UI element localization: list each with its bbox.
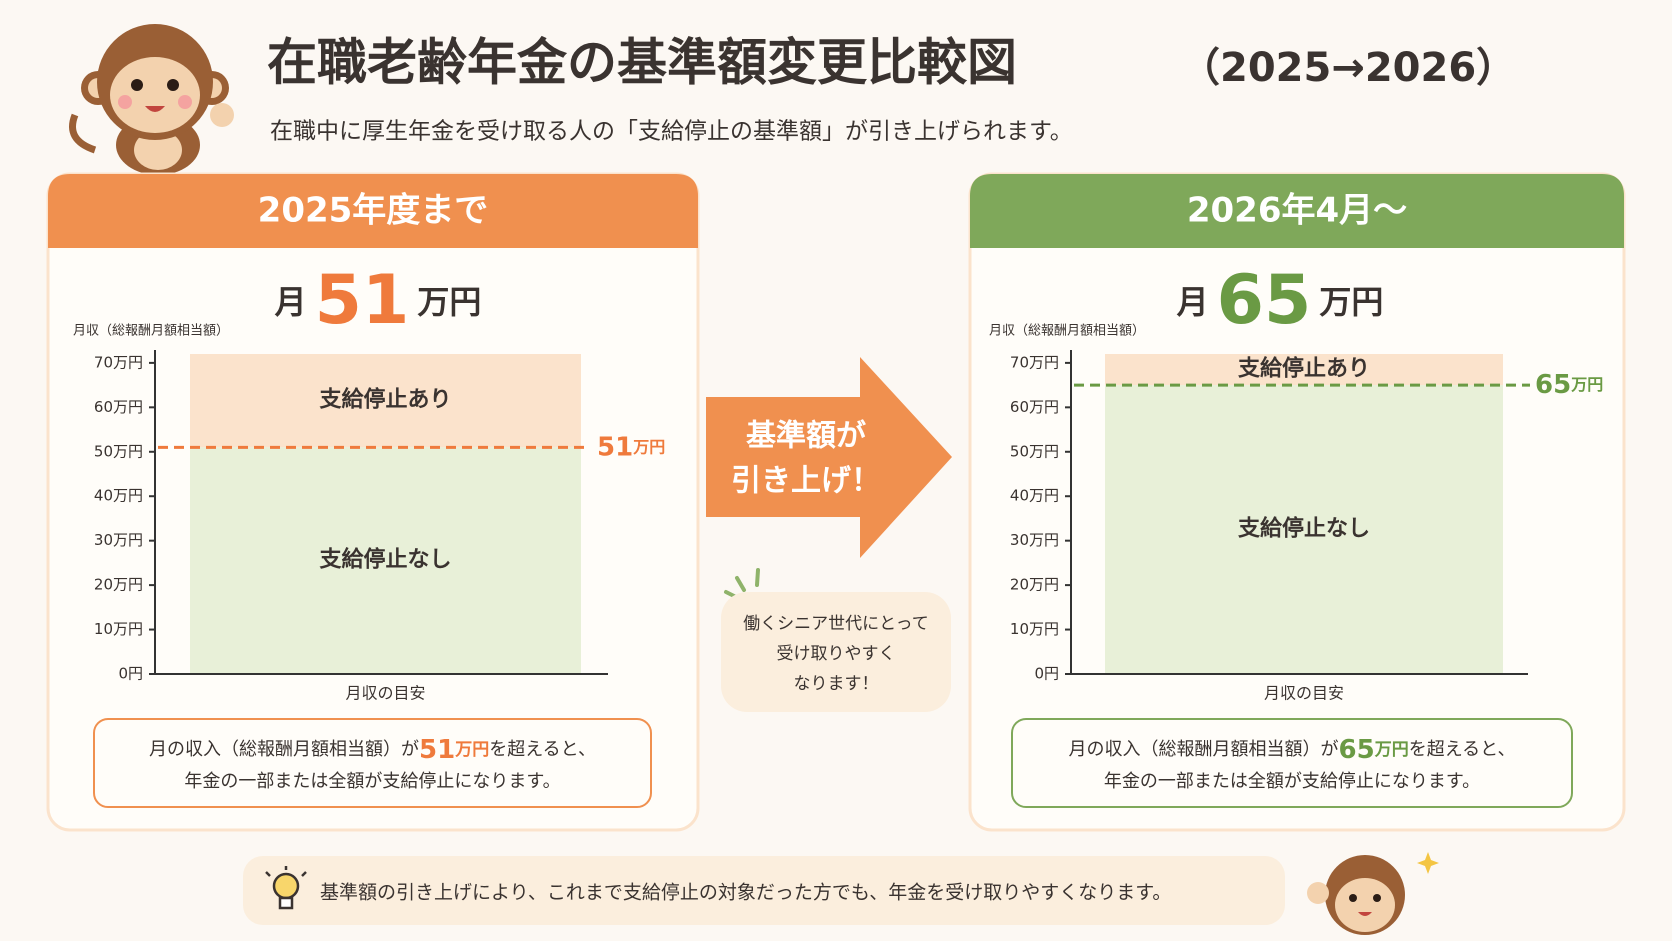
bulb-icon (265, 866, 307, 910)
y-tick-label: 40万円 (1010, 487, 1059, 505)
monkey-icon (69, 24, 234, 175)
speech-bubble (721, 592, 951, 712)
arrow-text: 引き上げ！ (731, 464, 881, 499)
heading-value: 51 (315, 261, 410, 340)
heading: 月 51 万円 (275, 261, 482, 340)
y-tick-label: 50万円 (1010, 442, 1059, 460)
heading: 月 65 万円 (1177, 261, 1384, 340)
note-text: 月の収入（総報酬月額相当額）が65万円を超えると、 (1069, 735, 1516, 765)
y-tick-label: 50万円 (94, 442, 143, 460)
region-label: 支給停止なし (319, 547, 451, 573)
bubble-text: 受け取りやすく (777, 644, 896, 664)
region-below (190, 447, 581, 674)
panel-title: 2025年度まで (258, 191, 489, 231)
heading-prefix: 月 (275, 283, 307, 321)
title-years: （2025→2026） (1180, 45, 1516, 91)
note-part: 月の収入（総報酬月額相当額）が (1069, 739, 1339, 760)
footer-box (243, 856, 1285, 925)
monkey-icon (1307, 852, 1439, 935)
note-part: を超えると、 (489, 739, 596, 760)
x-axis-label: 月収の目安 (1264, 684, 1344, 703)
heading-unit: 万円 (1319, 283, 1383, 321)
region-above (1105, 354, 1503, 386)
note-value: 65 (1339, 735, 1375, 765)
arrow (706, 357, 952, 558)
panel-title: 2026年4月～ (1187, 191, 1407, 231)
y-tick-label: 0円 (1034, 665, 1059, 683)
note-part: を超えると、 (1409, 739, 1516, 760)
y-tick-label: 0円 (118, 665, 143, 683)
note-part: 月の収入（総報酬月額相当額）が (149, 739, 419, 760)
y-tick-label: 10万円 (1010, 620, 1059, 638)
heading-unit: 万円 (417, 283, 481, 321)
threshold-unit: 万円 (632, 437, 665, 456)
bubble-text: なります！ (794, 674, 879, 694)
subtitle: 在職中に厚生年金を受け取る人の「支給停止の基準額」が引き上げられます。 (270, 119, 1073, 145)
heading-value: 65 (1217, 261, 1312, 340)
region-label: 支給停止あり (1238, 356, 1370, 382)
heading-prefix: 月 (1177, 283, 1209, 321)
y-axis-label: 月収（総報酬月額相当額） (73, 324, 229, 339)
title: 在職老齢年金の基準額変更比較図 (267, 34, 1017, 92)
region-below (1105, 385, 1503, 674)
threshold-value: 65 (1535, 370, 1571, 400)
note-box (93, 718, 652, 808)
y-tick-label: 10万円 (94, 620, 143, 638)
y-tick-label: 70万円 (1010, 353, 1059, 371)
bubble-text: 働くシニア世代にとって (743, 614, 929, 634)
note-text: 月の収入（総報酬月額相当額）が51万円を超えると、 (149, 735, 596, 765)
note-unit: 万円 (1374, 740, 1409, 760)
region-label: 支給停止あり (319, 387, 451, 413)
y-tick-label: 70万円 (94, 353, 143, 371)
y-tick-label: 20万円 (94, 576, 143, 594)
y-tick-label: 60万円 (1010, 398, 1059, 416)
panel-header (970, 174, 1624, 248)
threshold-value: 51 (597, 432, 633, 462)
region-label: 支給停止なし (1238, 516, 1370, 542)
note-box (1011, 718, 1573, 808)
threshold-unit: 万円 (1570, 375, 1603, 394)
note-text: 年金の一部または全額が支給停止になります。 (1104, 771, 1480, 792)
region-above (190, 354, 581, 448)
y-tick-label: 20万円 (1010, 576, 1059, 594)
y-tick-label: 30万円 (1010, 531, 1059, 549)
y-tick-label: 30万円 (94, 531, 143, 549)
note-value: 51 (419, 735, 455, 765)
y-tick-label: 40万円 (94, 487, 143, 505)
y-axis-label: 月収（総報酬月額相当額） (989, 324, 1145, 339)
threshold-label: 51万円 (597, 432, 665, 462)
note-text: 年金の一部または全額が支給停止になります。 (184, 771, 560, 792)
arrow-text: 基準額が (746, 419, 866, 454)
threshold-label: 65万円 (1535, 370, 1603, 400)
footer-text: 基準額の引き上げにより、これまで支給停止の対象だった方でも、年金を受け取りやすく… (320, 882, 1171, 904)
panel-header (48, 174, 698, 248)
y-tick-label: 60万円 (94, 398, 143, 416)
note-unit: 万円 (454, 740, 489, 760)
x-axis-label: 月収の目安 (345, 684, 425, 703)
